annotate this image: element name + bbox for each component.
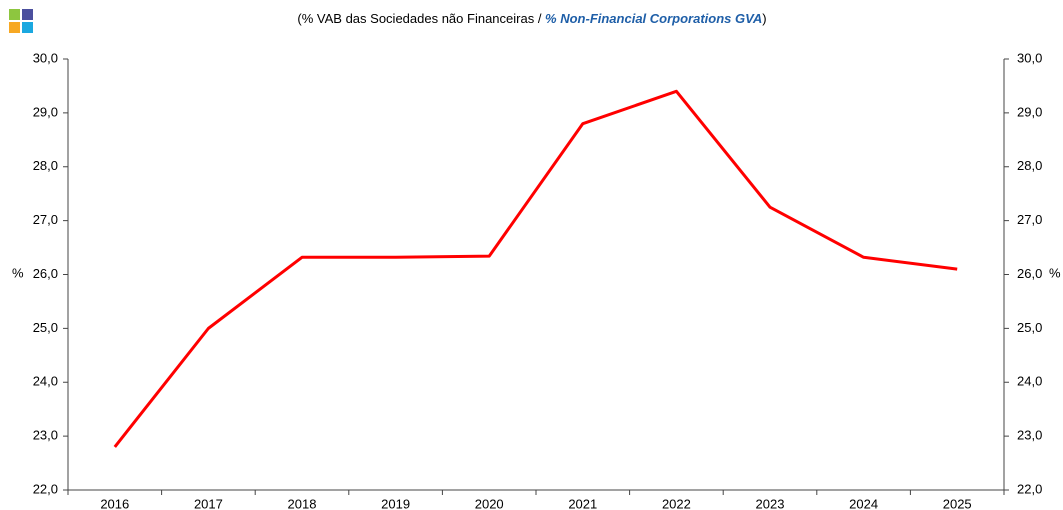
y2-tick-label: 25,0 bbox=[1017, 320, 1042, 335]
x-tick-label: 2017 bbox=[194, 496, 223, 510]
y2-tick-label: 27,0 bbox=[1017, 212, 1042, 227]
x-tick-label: 2025 bbox=[943, 496, 972, 510]
y-axis-label: % bbox=[12, 265, 24, 280]
y-tick-label: 30,0 bbox=[33, 50, 58, 65]
title-pt: (% VAB das Sociedades não Financeiras / bbox=[297, 11, 545, 26]
y-tick-label: 27,0 bbox=[33, 212, 58, 227]
logo bbox=[22, 22, 33, 33]
y2-axis-label: % bbox=[1049, 265, 1061, 280]
title-end: ) bbox=[762, 11, 766, 26]
logo bbox=[22, 9, 33, 20]
y-tick-label: 28,0 bbox=[33, 158, 58, 173]
y-tick-label: 29,0 bbox=[33, 104, 58, 119]
x-tick-label: 2021 bbox=[568, 496, 597, 510]
x-tick-label: 2022 bbox=[662, 496, 691, 510]
data-line bbox=[113, 89, 958, 448]
x-tick-label: 2018 bbox=[288, 496, 317, 510]
y2-tick-label: 22,0 bbox=[1017, 481, 1042, 496]
logo bbox=[9, 22, 20, 33]
y-tick-label: 22,0 bbox=[33, 481, 58, 496]
y2-tick-label: 24,0 bbox=[1017, 374, 1042, 389]
y-tick-label: 23,0 bbox=[33, 428, 58, 443]
y2-tick-label: 23,0 bbox=[1017, 428, 1042, 443]
y-tick-label: 26,0 bbox=[33, 266, 58, 281]
x-tick-label: 2024 bbox=[849, 496, 878, 510]
y2-tick-label: 28,0 bbox=[1017, 158, 1042, 173]
y2-tick-label: 29,0 bbox=[1017, 104, 1042, 119]
x-tick-label: 2020 bbox=[475, 496, 504, 510]
x-tick-label: 2019 bbox=[381, 496, 410, 510]
title-en: % Non-Financial Corporations GVA bbox=[545, 11, 762, 26]
y-tick-label: 25,0 bbox=[33, 320, 58, 335]
y-tick-label: 24,0 bbox=[33, 374, 58, 389]
x-tick-label: 2023 bbox=[756, 496, 785, 510]
x-tick-label: 2016 bbox=[100, 496, 129, 510]
chart-title: (% VAB das Sociedades não Financeiras / … bbox=[297, 11, 766, 26]
logo bbox=[9, 9, 20, 20]
y2-tick-label: 26,0 bbox=[1017, 266, 1042, 281]
y2-tick-label: 30,0 bbox=[1017, 50, 1042, 65]
